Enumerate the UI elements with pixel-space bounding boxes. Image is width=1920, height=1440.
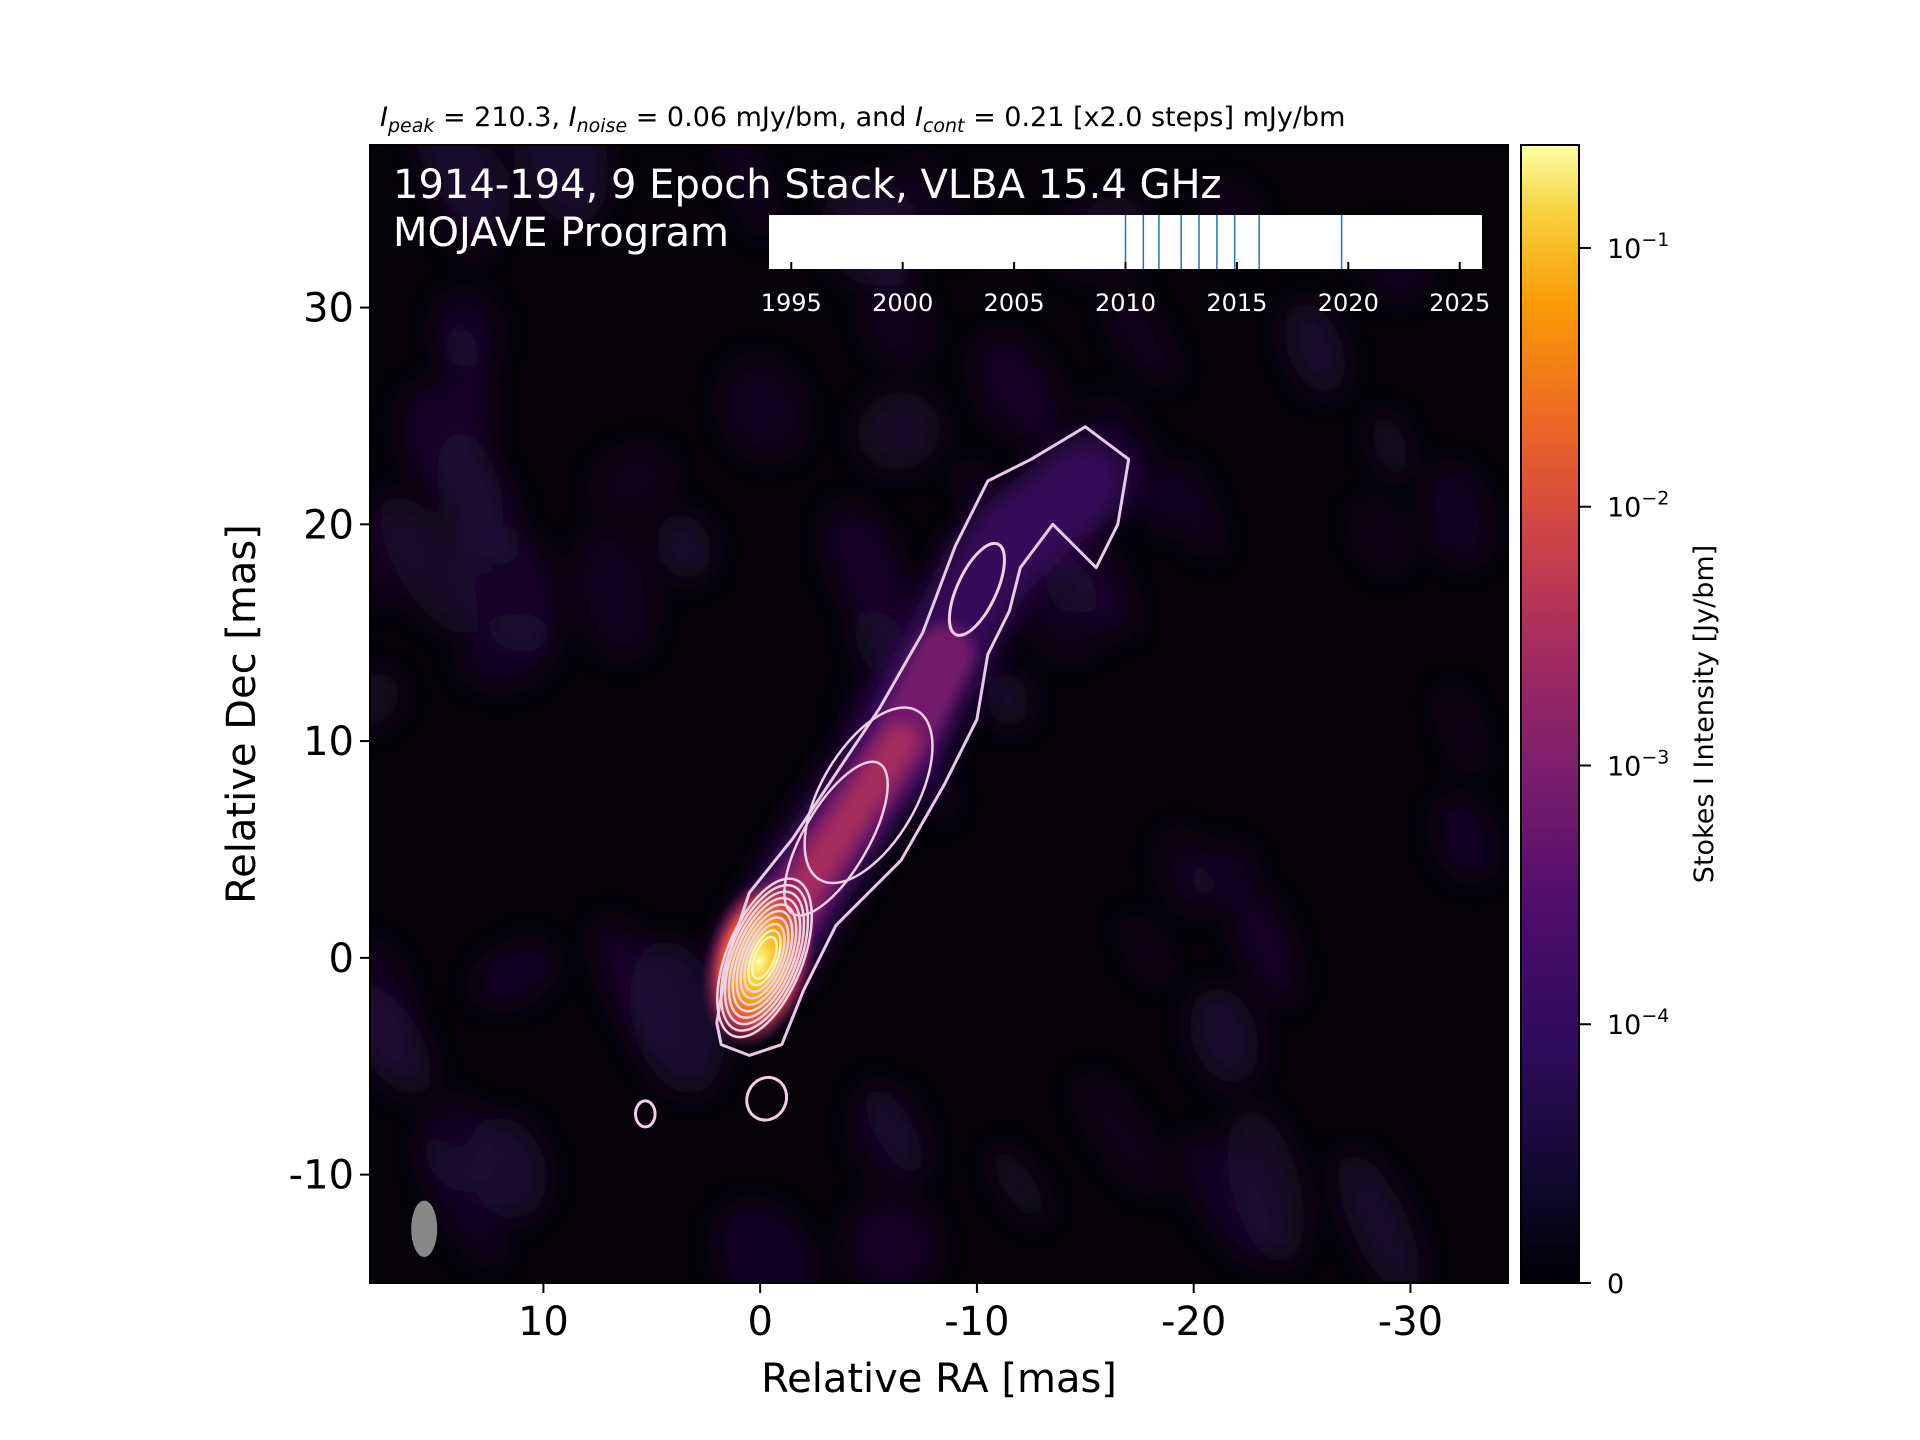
timeline-tick-label: 2020 [1318, 289, 1379, 317]
noise-blob [1284, 302, 1346, 394]
noise-blob [1160, 828, 1212, 917]
noise-blob [473, 942, 557, 1006]
noise-blob [863, 282, 931, 364]
noise-blob [715, 1202, 814, 1283]
y-tick-label: 10 [303, 719, 354, 765]
contour-island [745, 1075, 789, 1122]
noise-blob [857, 391, 941, 471]
noise-blob [973, 335, 1063, 446]
noise-blob [863, 1083, 925, 1177]
noise-blob [720, 357, 805, 460]
contour-core-level [735, 909, 794, 1006]
noise-blob [379, 495, 478, 635]
noise-blob [1189, 987, 1259, 1084]
noise-blob [416, 145, 510, 232]
colorbar-label: Stokes I Intensity [Jy/bm] [1689, 545, 1720, 883]
noise-blob [419, 1133, 502, 1265]
y-axis-ticks: 30 20 10 0 -10 [289, 286, 370, 1199]
contour-core-level [739, 916, 790, 1000]
beam-ellipse [411, 1200, 438, 1258]
x-axis-ticks: 10 0 -10 -20 -30 [518, 1283, 1443, 1345]
y-tick-label: -10 [289, 1153, 354, 1199]
y-tick-label: 30 [303, 286, 354, 332]
noise-blob [1104, 290, 1176, 384]
x-tick-label: -20 [1161, 1299, 1226, 1345]
noise-blob [1338, 1152, 1421, 1283]
noise-blob [370, 983, 432, 1096]
noise-blob [592, 445, 672, 519]
noise-blob [1440, 686, 1484, 775]
colorbar: 10−1 10−2 10−3 10−4 0 Stokes I Intensity [Jy… [1520, 144, 1720, 1300]
timeline-tick-label: 2000 [872, 289, 933, 317]
plot-title-line2: MOJAVE Program [393, 210, 729, 256]
noise-blob [1170, 459, 1220, 559]
noise-blob [826, 504, 914, 644]
y-tick-label: 20 [303, 502, 354, 548]
colorbar-gradient [1520, 144, 1580, 1284]
colorbar-tick-label: 0 [1607, 1269, 1624, 1300]
noise-blob [1224, 873, 1291, 994]
contour-set [633, 425, 1131, 1129]
noise-blob [986, 671, 1030, 728]
colorbar-tick-label: 10−1 [1607, 229, 1669, 265]
header-text: Ipeak = 210.3, Inoise = 0.06 mJy/bm, and… [380, 102, 1345, 137]
contour-island-small [633, 1099, 657, 1129]
noise-blob [449, 515, 494, 577]
x-tick-label: 0 [747, 1299, 772, 1345]
timeline-tick-label: 2005 [984, 289, 1045, 317]
contour-outer [715, 425, 1131, 1057]
noise-blob [1424, 463, 1490, 567]
epoch-timeline: 1995 2000 2005 2010 2015 2020 2025 [761, 215, 1490, 317]
timeline-tick-label: 2015 [1206, 289, 1267, 317]
noise-blob [1077, 1074, 1166, 1195]
colorbar-ticks: 10−1 10−2 10−3 10−4 0 [1579, 229, 1669, 1300]
colorbar-tick-label: 10−2 [1607, 488, 1669, 524]
contour-core-level [751, 935, 778, 980]
x-tick-label: 10 [518, 1299, 569, 1345]
noise-blob [1353, 501, 1409, 574]
contour-core-level [723, 890, 806, 1026]
noise-blob [512, 145, 609, 226]
noise-blob [1371, 413, 1409, 479]
timeline-tick-label: 2025 [1429, 289, 1490, 317]
contour-jet-knot [803, 706, 934, 885]
contour-core-level [719, 883, 810, 1032]
noise-blob [476, 472, 520, 565]
contour-core-level [727, 896, 802, 1019]
x-axis-label: Relative RA [mas] [761, 1356, 1117, 1402]
x-tick-label: -10 [944, 1299, 1009, 1345]
contour-core-level [715, 877, 814, 1039]
colorbar-tick-label: 10−3 [1607, 746, 1669, 782]
noise-blob [574, 528, 656, 658]
noise-blob [467, 1116, 547, 1220]
timeline-tick-label: 2010 [1095, 289, 1156, 317]
noise-blob [1091, 394, 1178, 535]
plot-title-line1: 1914-194, 9 Epoch Stack, VLBA 15.4 GHz [393, 162, 1222, 208]
contour-island [947, 541, 1006, 637]
contour-core-level [747, 929, 782, 987]
noise-blob [992, 1148, 1046, 1221]
plot-frame [369, 144, 1509, 1284]
y-tick-label: 0 [329, 936, 354, 982]
noise-blob [439, 182, 490, 263]
noise-blob [595, 918, 675, 1056]
noise-blob [401, 383, 469, 491]
noise-blob [1180, 1133, 1275, 1261]
y-axis-label: Relative Dec [mas] [219, 524, 265, 904]
timeline-tick-label: 1995 [761, 289, 822, 317]
contour-core-level [743, 922, 786, 993]
x-tick-label: -30 [1378, 1299, 1443, 1345]
noise-blob [845, 1197, 938, 1283]
colorbar-tick-label: 10−4 [1607, 1005, 1669, 1041]
noise-blob [1435, 796, 1494, 880]
noise-blob [1123, 914, 1168, 985]
noise-blob [657, 513, 712, 580]
